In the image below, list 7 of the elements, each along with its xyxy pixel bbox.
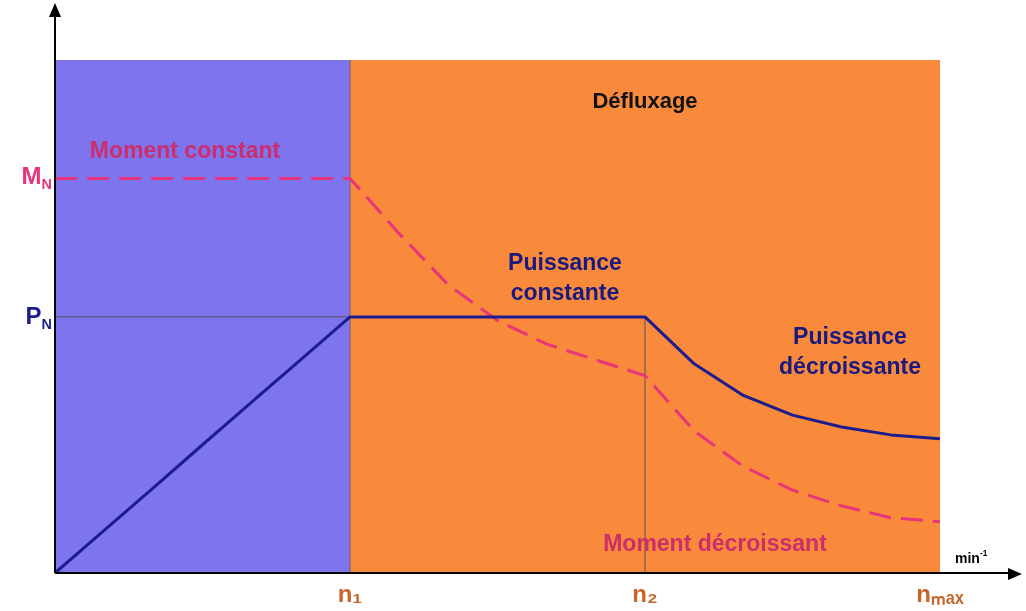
x-tick-label: n₁	[337, 579, 363, 607]
x-tick-label: n₂	[632, 579, 658, 607]
x-tick-label: nₘₐₓ	[916, 579, 964, 607]
annotation: Puissance constante	[508, 249, 622, 306]
band-label: Défluxage	[592, 88, 698, 114]
annotation: Puissance décroissante	[779, 323, 921, 380]
text: Moment constant	[89, 137, 281, 164]
